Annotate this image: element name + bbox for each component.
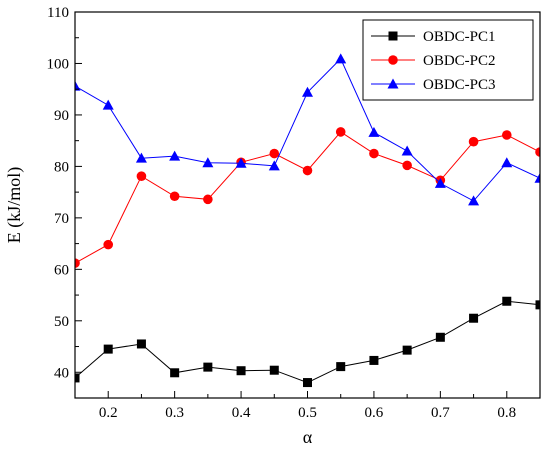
series-3-point-4 [169, 150, 181, 161]
series-2-point-13 [468, 136, 479, 147]
legend-label: OBDC-PC2 [423, 53, 496, 69]
series-3-point-8 [302, 86, 313, 97]
y-tick-label: 100 [47, 56, 70, 72]
series-3-point-5 [202, 157, 214, 168]
series-2-point-8 [302, 165, 313, 176]
series-1-point-4 [170, 368, 180, 378]
y-tick-label: 70 [54, 211, 69, 227]
series-1-point-3 [136, 339, 146, 349]
series-2-point-3 [136, 171, 147, 181]
legend-marker [387, 78, 399, 89]
series-3 [75, 53, 540, 206]
y-axis-title: E (kJ/mol) [4, 167, 25, 244]
y-tick-label: 110 [47, 5, 69, 21]
legend-item-1: OBDC-PC1 [371, 29, 496, 45]
legend-marker [388, 31, 398, 41]
y-tick-label: 90 [54, 108, 69, 124]
legend-label: OBDC-PC3 [423, 77, 496, 93]
series-1-point-2 [103, 344, 113, 354]
series-2-point-11 [402, 160, 412, 171]
series-1-point-12 [435, 332, 445, 342]
legend-item-2: OBDC-PC2 [371, 53, 496, 69]
series-1-point-1 [75, 373, 80, 383]
series-2-point-1 [75, 258, 80, 268]
ticks-layer: 0.2 0.3 0.4 0.5 0.6 0.7 0.8 40 50 60 70 80 90 100 110 [47, 5, 541, 421]
series-3-point-10 [368, 126, 380, 137]
x-tick-label: 0.8 [497, 405, 516, 421]
series-1 [75, 296, 540, 388]
series-3-point-14 [501, 157, 513, 168]
x-tick-label: 0.2 [99, 405, 118, 421]
series-1-point-7 [269, 365, 279, 375]
series-3-point-3 [135, 152, 147, 163]
series-3-point-6 [235, 157, 247, 168]
series-1-point-13 [469, 313, 479, 323]
legend-item-3: OBDC-PC3 [371, 77, 496, 93]
series-1-point-8 [303, 378, 312, 388]
series-layer [75, 53, 540, 388]
series-3-point-2 [102, 99, 114, 110]
series-3-point-11 [401, 145, 413, 156]
series-1-point-5 [203, 362, 213, 372]
y-tick-label: 80 [54, 159, 69, 175]
series-3-point-13 [468, 195, 480, 206]
series-2-point-14 [501, 130, 512, 140]
series-3-point-7 [268, 160, 280, 171]
series-3-point-9 [335, 53, 347, 64]
series-1-point-11 [402, 345, 412, 355]
series-3-point-12 [434, 177, 446, 188]
y-tick-label: 60 [54, 262, 69, 278]
series-2-point-10 [369, 148, 379, 159]
legend: OBDC-PC1 OBDC-PC2 OBDC-PC3 [362, 19, 534, 101]
y-tick-label: 50 [54, 314, 69, 330]
legend-marker [388, 55, 398, 65]
series-1-point-6 [236, 366, 246, 376]
x-tick-label: 0.3 [165, 405, 184, 421]
series-1-point-9 [336, 362, 346, 372]
series-1-point-15 [535, 300, 540, 310]
y-tick-label: 40 [54, 365, 69, 381]
series-1-point-14 [502, 296, 512, 306]
x-axis-title: α [303, 427, 313, 447]
series-2-point-2 [103, 239, 114, 250]
x-tick-label: 0.6 [365, 405, 384, 421]
x-tick-label: 0.7 [431, 405, 450, 421]
legend-label: OBDC-PC1 [423, 29, 496, 45]
series-2-point-9 [335, 127, 346, 137]
series-2-point-4 [169, 191, 180, 202]
x-tick-label: 0.5 [298, 405, 317, 421]
series-2-point-7 [269, 148, 280, 159]
series-1-point-10 [369, 355, 379, 365]
series-2-point-15 [535, 147, 540, 157]
series-2-point-5 [203, 194, 213, 205]
series-line-2 [75, 131, 540, 264]
series-3-point-1 [75, 80, 81, 91]
x-tick-label: 0.4 [232, 405, 251, 421]
series-3-point-15 [534, 172, 540, 183]
